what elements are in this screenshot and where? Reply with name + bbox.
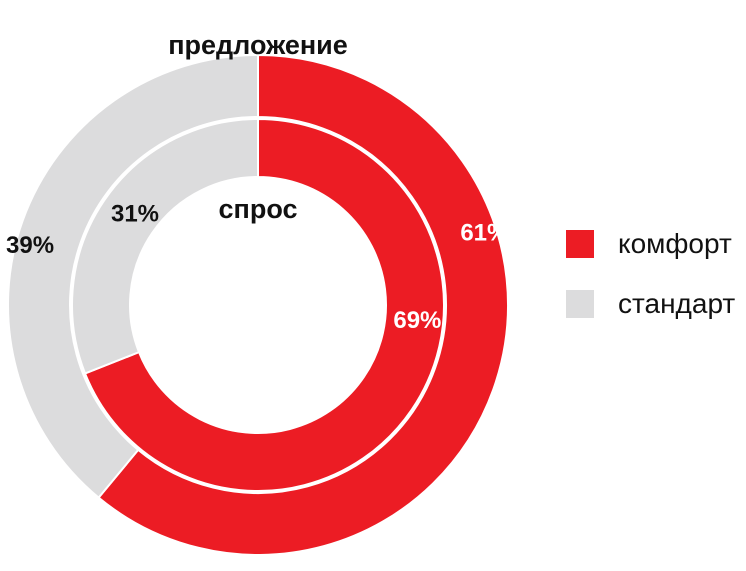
percent-labels: 61% 39% 69% 31%	[6, 200, 508, 334]
inner-label-komfort: 69%	[393, 307, 441, 334]
outer-label-komfort: 61%	[460, 219, 508, 246]
legend: комфорт стандарт	[566, 224, 735, 344]
ring-separator	[69, 116, 447, 494]
legend-label-standart: стандарт	[618, 288, 736, 319]
inner-label-standart: 31%	[111, 200, 159, 227]
outer-label-standart: 39%	[6, 232, 54, 259]
legend-swatch-standart	[566, 290, 594, 318]
legend-item-standart: стандарт	[566, 284, 735, 324]
inner-ring-demand	[69, 116, 447, 494]
inner-ring-title: спрос	[219, 194, 298, 224]
legend-label-komfort: комфорт	[618, 228, 732, 259]
legend-swatch-komfort	[566, 230, 594, 258]
outer-ring-title: предложение	[168, 30, 348, 60]
legend-item-komfort: комфорт	[566, 224, 735, 264]
